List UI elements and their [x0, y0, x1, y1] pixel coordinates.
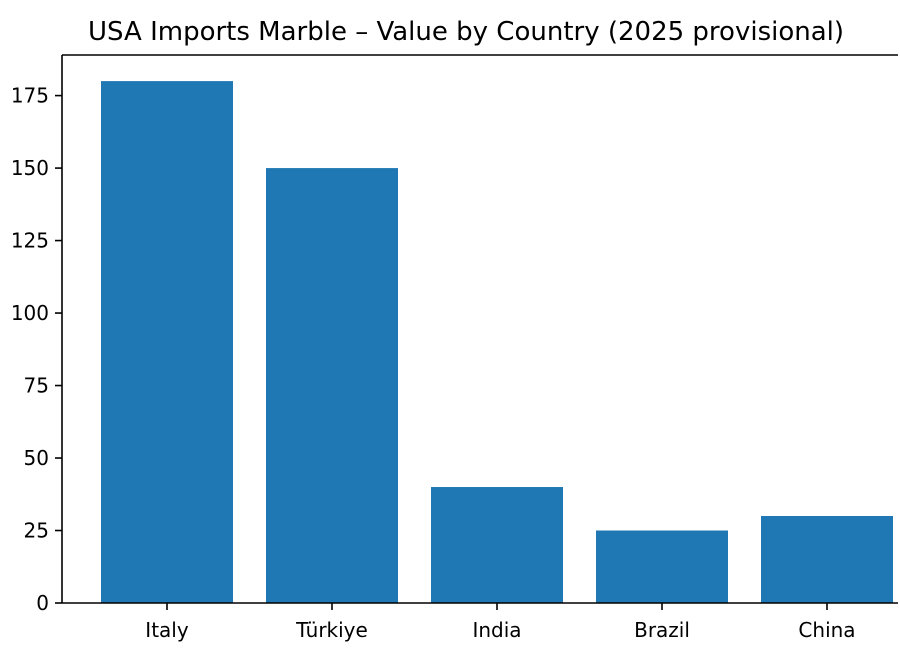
x-axis: Italy Türkiye India Brazil China	[145, 603, 856, 642]
bar-italy	[101, 81, 233, 604]
x-tick-label: India	[472, 618, 521, 642]
y-tick-label: 125	[11, 229, 49, 253]
x-tick-label: Türkiye	[295, 618, 368, 642]
y-tick-label: 75	[24, 374, 49, 398]
bar-t-rkiye	[266, 168, 398, 604]
x-tick-label: China	[798, 618, 855, 642]
bar-brazil	[596, 530, 728, 603]
y-tick-label: 175	[11, 84, 49, 108]
y-tick-label: 50	[24, 446, 49, 470]
y-axis: 0 25 50 75 100 125 150 175	[11, 84, 62, 615]
y-tick-label: 25	[24, 519, 49, 543]
bars-layer	[101, 81, 893, 604]
y-tick-label: 0	[36, 591, 49, 615]
y-tick-label: 150	[11, 156, 49, 180]
x-tick-label: Brazil	[634, 618, 690, 642]
bar-india	[431, 487, 563, 603]
bar-china	[761, 516, 893, 603]
y-tick-label: 100	[11, 301, 49, 325]
chart-title: USA Imports Marble – Value by Country (2…	[88, 17, 844, 47]
x-tick-label: Italy	[145, 618, 189, 642]
